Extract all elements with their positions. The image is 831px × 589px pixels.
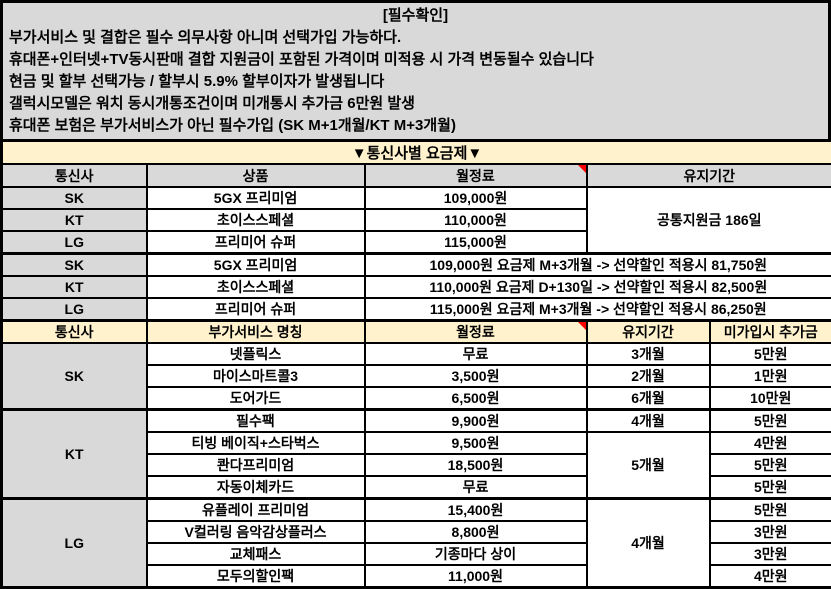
addon-fee-cell: 9,500원 [365,432,587,454]
plan-product-cell: 초이스스페셜 [147,276,365,298]
addon-carrier-cell: LG [2,499,147,588]
addon-service-cell: 넷플릭스 [147,343,365,365]
plan-carrier-cell: KT [2,209,147,231]
plans-header-row: 통신사 상품 월정료 유지기간 [2,164,831,187]
plan-carrier-cell: SK [2,187,147,209]
addon-carrier-cell: KT [2,410,147,499]
addon-service-cell: 교체패스 [147,543,365,565]
addon-service-cell: 도어가드 [147,387,365,410]
notice-line: 갤럭시모델은 워치 동시개통조건이며 미개통시 추가금 6만원 발생 [9,93,822,115]
addons-header-row: 통신사 부가서비스 명칭 월정료 유지기간 미가입시 추가금 [2,321,831,344]
addon-service-cell: 모두의할인팩 [147,565,365,588]
addon-fee-cell: 8,800원 [365,521,587,543]
addon-penalty-cell: 5만원 [710,476,831,499]
addon-service-cell: 티빙 베이직+스타벅스 [147,432,365,454]
addon-penalty-cell: 5만원 [710,343,831,365]
plans-header-retention: 유지기간 [587,164,831,187]
addons-header-penalty: 미가입시 추가금 [710,321,831,344]
addons-header-monthly-fee-label: 월정료 [456,324,495,340]
addon-retention-cell: 5개월 [587,432,710,499]
plan-product-cell: 프리미어 슈퍼 [147,231,365,254]
addon-penalty-cell: 1만원 [710,365,831,387]
plan-discount-detail-cell: 109,000원 요금제 M+3개월 -> 선약할인 적용시 81,750원 [365,254,831,277]
addon-penalty-cell: 5만원 [710,410,831,433]
plan-discount-row: LG 프리미어 슈퍼 115,000원 요금제 M+3개월 -> 선약할인 적용… [2,298,831,321]
notice-line: 휴대폰 보험은 부가서비스가 아닌 필수가입 (SK M+1개월/KT M+3개… [9,115,822,137]
plan-discount-row: SK 5GX 프리미엄 109,000원 요금제 M+3개월 -> 선약할인 적… [2,254,831,277]
plan-discount-row: KT 초이스스페셜 110,000원 요금제 D+130일 -> 선약할인 적용… [2,276,831,298]
plan-carrier-cell: LG [2,298,147,321]
notice-box: [필수확인] 부가서비스 및 결합은 필수 의무사항 아니며 선택가입 가능하다… [0,0,831,139]
addon-retention-cell: 4개월 [587,499,710,588]
addon-row: KT 필수팩 9,900원 4개월 5만원 [2,410,831,433]
plan-retention-note-cell: 공통지원금 186일 [587,187,831,254]
addons-header-retention: 유지기간 [587,321,710,344]
plan-product-cell: 5GX 프리미엄 [147,254,365,277]
addon-fee-cell: 기종마다 상이 [365,543,587,565]
band-title: ▼통신사별 요금제▼ [2,141,831,165]
addons-header-monthly-fee: 월정료 [365,321,587,344]
addon-retention-cell: 3개월 [587,343,710,365]
addon-fee-cell: 15,400원 [365,499,587,522]
plans-header-monthly-fee-label: 월정료 [456,168,495,184]
addon-service-cell: 콴다프리미엄 [147,454,365,476]
addon-penalty-cell: 10만원 [710,387,831,410]
plan-product-cell: 초이스스페셜 [147,209,365,231]
plan-row: SK 5GX 프리미엄 109,000원 공통지원금 186일 [2,187,831,209]
addon-fee-cell: 3,500원 [365,365,587,387]
addon-penalty-cell: 4만원 [710,432,831,454]
addon-fee-cell: 11,000원 [365,565,587,588]
pricing-table: ▼통신사별 요금제▼ 통신사 상품 월정료 유지기간 SK 5GX 프리미엄 1… [0,139,831,589]
plan-discount-detail-cell: 115,000원 요금제 M+3개월 -> 선약할인 적용시 86,250원 [365,298,831,321]
plan-carrier-cell: KT [2,276,147,298]
addon-penalty-cell: 3만원 [710,521,831,543]
addons-header-service: 부가서비스 명칭 [147,321,365,344]
notice-line: 휴대폰+인터넷+TV동시판매 결합 지원금이 포함된 가격이며 미적용 시 가격… [9,49,822,71]
addon-fee-cell: 18,500원 [365,454,587,476]
addon-penalty-cell: 3만원 [710,543,831,565]
plan-fee-cell: 109,000원 [365,187,587,209]
plan-fee-cell: 110,000원 [365,209,587,231]
comment-indicator-icon[interactable] [578,165,586,173]
addon-retention-cell: 6개월 [587,387,710,410]
addon-retention-cell: 4개월 [587,410,710,433]
plan-fee-cell: 115,000원 [365,231,587,254]
addon-fee-cell: 무료 [365,476,587,499]
addon-fee-cell: 무료 [365,343,587,365]
plans-header-product: 상품 [147,164,365,187]
plan-product-cell: 프리미어 슈퍼 [147,298,365,321]
addon-penalty-cell: 5만원 [710,454,831,476]
addon-service-cell: 자동이체카드 [147,476,365,499]
plans-header-monthly-fee: 월정료 [365,164,587,187]
section-band-row: ▼통신사별 요금제▼ [2,141,831,165]
addon-retention-cell: 2개월 [587,365,710,387]
addon-row: SK 넷플릭스 무료 3개월 5만원 [2,343,831,365]
addon-penalty-cell: 5만원 [710,499,831,522]
addons-header-carrier: 통신사 [2,321,147,344]
addon-fee-cell: 6,500원 [365,387,587,410]
addon-fee-cell: 9,900원 [365,410,587,433]
plan-carrier-cell: LG [2,231,147,254]
addon-penalty-cell: 4만원 [710,565,831,588]
addon-service-cell: V컬러링 음악감상플러스 [147,521,365,543]
notice-line: 현금 및 할부 선택가능 / 할부시 5.9% 할부이자가 발생됩니다 [9,71,822,93]
notice-line: 부가서비스 및 결합은 필수 의무사항 아니며 선택가입 가능하다. [9,27,822,49]
plan-carrier-cell: SK [2,254,147,277]
addon-service-cell: 유플레이 프리미엄 [147,499,365,522]
plan-discount-detail-cell: 110,000원 요금제 D+130일 -> 선약할인 적용시 82,500원 [365,276,831,298]
plan-product-cell: 5GX 프리미엄 [147,187,365,209]
addon-service-cell: 필수팩 [147,410,365,433]
comment-indicator-icon[interactable] [578,322,586,330]
plans-header-carrier: 통신사 [2,164,147,187]
addon-row: LG 유플레이 프리미엄 15,400원 4개월 5만원 [2,499,831,522]
addon-service-cell: 마이스마트콜3 [147,365,365,387]
addon-carrier-cell: SK [2,343,147,410]
notice-title: [필수확인] [9,5,822,27]
